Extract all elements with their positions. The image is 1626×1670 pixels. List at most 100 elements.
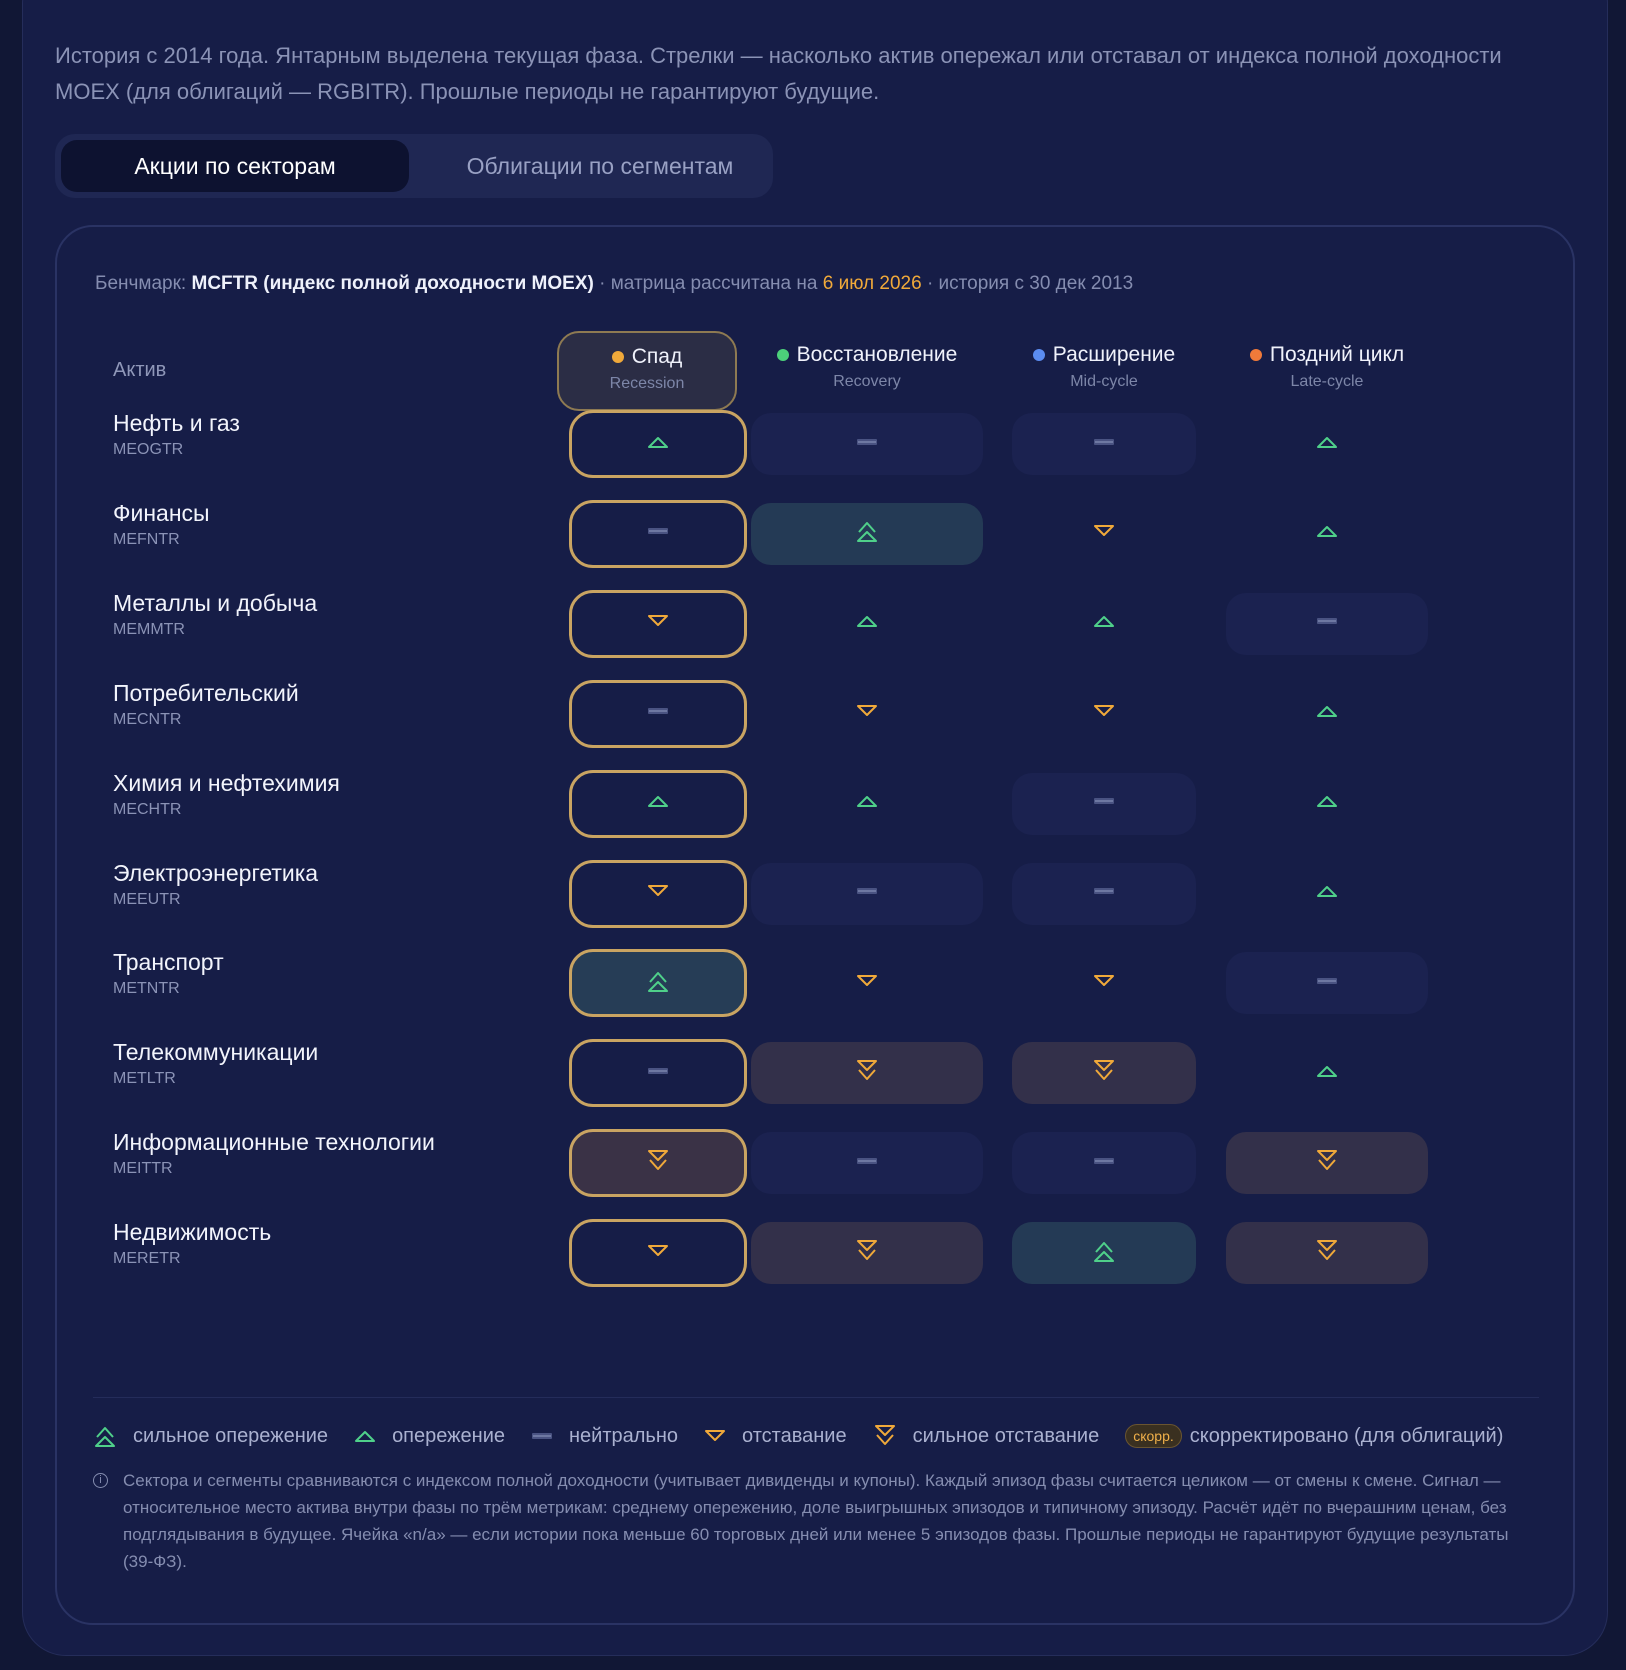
down-icon	[704, 1429, 734, 1443]
asset-code: MEOGTR	[113, 441, 184, 458]
adjusted-badge: скорр.	[1125, 1424, 1182, 1448]
strong-down-icon	[1092, 1059, 1116, 1088]
signal-cell-down[interactable]	[751, 683, 983, 745]
signal-cell-neutral[interactable]	[1012, 1132, 1196, 1195]
asset-code: MEFNTR	[113, 530, 180, 548]
calc-prefix: · матрица рассчитана на	[599, 273, 818, 294]
signal-cell-down[interactable]	[751, 952, 983, 1014]
neutral-icon	[856, 884, 878, 903]
phase-name: Спад	[631, 345, 683, 368]
asset-label: Металлы и добыча MEMMTR	[113, 589, 317, 639]
signal-cell-strong-down[interactable]	[1226, 1132, 1428, 1195]
asset-column-header: Актив	[113, 359, 167, 381]
legend-neutral: нейтрально	[531, 1425, 678, 1448]
asset-label: Потребительский MECNTR	[113, 679, 299, 729]
signal-cell-up[interactable]	[569, 410, 747, 478]
strong-down-icon	[1315, 1239, 1339, 1268]
signal-cell-down[interactable]	[569, 589, 747, 658]
signal-cell-up[interactable]	[751, 593, 983, 655]
asset-code: MEITTR	[113, 1160, 173, 1178]
asset-name: Недвижимость	[113, 1219, 272, 1246]
legend: сильное опережение опережение нейтрально…	[93, 1419, 1529, 1453]
signal-cell-down[interactable]	[569, 1219, 747, 1288]
phase-header-2: Расширение Mid-cycle	[1012, 331, 1196, 411]
signal-cell-up[interactable]	[1226, 863, 1428, 925]
signal-cell-neutral[interactable]	[751, 1132, 983, 1195]
signal-cell-neutral[interactable]	[751, 413, 983, 475]
phase-title: Спад	[559, 345, 735, 369]
strong-up-icon	[93, 1424, 125, 1448]
signal-cell-up[interactable]	[1226, 413, 1428, 475]
signal-cell-strong-up[interactable]	[569, 949, 747, 1018]
signal-cell-strong-up[interactable]	[1012, 1222, 1196, 1285]
down-icon	[647, 614, 669, 633]
phase-title: Расширение	[1012, 343, 1196, 367]
signal-cell-down[interactable]	[1012, 503, 1196, 565]
signal-cell-strong-down[interactable]	[1226, 1222, 1428, 1285]
signal-cell-up[interactable]	[1226, 503, 1428, 565]
down-icon	[1093, 704, 1115, 723]
phase-name: Поздний цикл	[1269, 343, 1405, 366]
signal-cell-neutral[interactable]	[1012, 862, 1196, 925]
signal-cell-strong-down[interactable]	[751, 1042, 983, 1105]
signal-cell-strong-down[interactable]	[751, 1222, 983, 1285]
up-icon	[1316, 884, 1338, 903]
tab-bonds-by-segment[interactable]: Облигации по сегментам	[466, 153, 734, 179]
asset-code: MEEUTR	[113, 890, 181, 908]
benchmark-label: Бенчмарк:	[95, 273, 187, 294]
signal-cell-neutral[interactable]	[1226, 952, 1428, 1015]
signal-cell-down[interactable]	[1012, 952, 1196, 1014]
signal-cell-neutral[interactable]	[1012, 413, 1196, 475]
phase-dot-icon	[1032, 349, 1045, 361]
legend-divider	[93, 1397, 1539, 1398]
asset-name: Финансы	[113, 499, 210, 526]
asset-name: Электроэнергетика	[113, 859, 319, 886]
benchmark-line: Бенчмарк: MCFTR (индекс полной доходност…	[95, 273, 1133, 295]
asset-name: Транспорт	[113, 949, 224, 976]
asset-label: Информационные технологии MEITTR	[113, 1128, 435, 1178]
down-icon	[647, 884, 669, 903]
signal-cell-neutral[interactable]	[1226, 592, 1428, 655]
up-icon	[1316, 704, 1338, 723]
history-since: · история с 30 дек 2013	[926, 273, 1134, 294]
info-icon: i	[93, 1473, 108, 1488]
signal-cell-up[interactable]	[569, 769, 747, 838]
signal-cell-down[interactable]	[569, 859, 747, 928]
phase-sub: Mid-cycle	[1070, 373, 1138, 390]
note-text: Сектора и сегменты сравниваются с индекс…	[123, 1471, 1509, 1571]
phase-header-3: Поздний цикл Late-cycle	[1226, 331, 1428, 411]
strong-down-icon	[855, 1059, 879, 1088]
asset-name: Химия и нефтехимия	[113, 769, 340, 796]
signal-cell-down[interactable]	[1012, 683, 1196, 745]
signal-cell-neutral[interactable]	[569, 679, 747, 748]
phase-name: Расширение	[1052, 343, 1176, 366]
signal-cell-strong-down[interactable]	[1012, 1042, 1196, 1105]
signal-cell-neutral[interactable]	[751, 862, 983, 925]
tab-stocks-by-sector[interactable]: Акции по секторам	[61, 140, 409, 192]
signal-cell-up[interactable]	[1226, 1042, 1428, 1104]
asset-name: Телекоммуникации	[113, 1039, 319, 1066]
asset-code: MECHTR	[113, 800, 182, 818]
up-icon	[647, 794, 669, 813]
asset-label: Транспорт METNTR	[113, 948, 224, 998]
neutral-icon	[1093, 794, 1115, 813]
signal-cell-neutral[interactable]	[569, 499, 747, 568]
signal-cell-up[interactable]	[1012, 593, 1196, 655]
strong-down-icon	[855, 1239, 879, 1268]
signal-cell-up[interactable]	[1226, 683, 1428, 745]
tab-bar: Акции по секторам Облигации по сегментам	[55, 134, 773, 198]
signal-cell-up[interactable]	[1226, 773, 1428, 835]
signal-cell-neutral[interactable]	[1012, 772, 1196, 835]
signal-cell-up[interactable]	[751, 773, 983, 835]
signal-cell-strong-up[interactable]	[751, 502, 983, 565]
up-icon	[354, 1429, 384, 1443]
phase-dot-icon	[1249, 349, 1262, 361]
signal-cell-strong-down[interactable]	[569, 1129, 747, 1198]
neutral-icon	[856, 1154, 878, 1173]
strong-up-icon	[855, 519, 879, 548]
legend-adjusted-label: скорректировано (для облигаций)	[1189, 1424, 1504, 1447]
asset-code: MERETR	[113, 1250, 181, 1268]
neutral-icon	[1316, 614, 1338, 633]
legend-strong-up: сильное опережение	[93, 1424, 328, 1448]
signal-cell-neutral[interactable]	[569, 1039, 747, 1108]
